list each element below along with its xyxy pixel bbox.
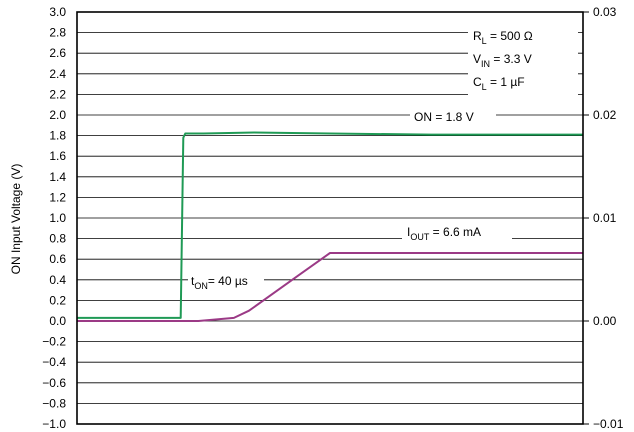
- series-line-output-current: [77, 252, 583, 322]
- y-tick-label: 0.0: [49, 314, 66, 328]
- y-axis-right: 0.03 0.02 0.01 0.00 −0.01: [583, 5, 624, 431]
- y-tick-label: 3.0: [49, 5, 66, 19]
- series-group: [77, 131, 583, 322]
- iout-label-background: [402, 220, 512, 244]
- conditions-label-background: [468, 20, 578, 96]
- y-tick-label: −0.6: [42, 376, 66, 390]
- y2-tick-label: −0.01: [593, 417, 624, 431]
- y-tick-label: 0.8: [49, 232, 66, 246]
- y-tick-label: 2.8: [49, 26, 66, 40]
- plot-frame: [76, 11, 584, 425]
- y-axis-title: ON Input Voltage (V): [9, 164, 23, 275]
- on-label-background: [410, 108, 496, 126]
- y2-tick-label: 0.01: [593, 211, 617, 225]
- y-tick-label: 1.4: [49, 170, 66, 184]
- series-line-on-voltage: [77, 131, 583, 319]
- y-tick-label: 1.0: [49, 211, 66, 225]
- annotation-load-resistance: RL = 500 Ω: [473, 29, 533, 46]
- y-tick-label: −1.0: [42, 417, 66, 431]
- y-tick-label: −0.2: [42, 335, 66, 349]
- y2-tick-label: 0.00: [593, 314, 617, 328]
- annotation-load-capacitance: CL = 1 µF: [473, 75, 525, 92]
- annotation-on-voltage: ON = 1.8 V: [414, 110, 474, 124]
- annotation-output-current: IOUT = 6.6 mA: [407, 225, 481, 242]
- y-tick-label: 2.4: [49, 67, 66, 81]
- y2-tick-label: 0.02: [593, 108, 617, 122]
- y-tick-label: 0.4: [49, 273, 66, 287]
- y-tick-label: 2.6: [49, 46, 66, 60]
- y-tick-label: 2.2: [49, 87, 66, 101]
- y-tick-label: 1.2: [49, 190, 66, 204]
- grid-lines: [77, 32, 583, 404]
- y-tick-label: 0.2: [49, 293, 66, 307]
- y-tick-label: −0.4: [42, 355, 66, 369]
- y-tick-label: 2.0: [49, 108, 66, 122]
- y-tick-label: 1.8: [49, 129, 66, 143]
- annotation-input-voltage: VIN = 3.3 V: [473, 52, 532, 69]
- y-tick-label: 0.6: [49, 252, 66, 266]
- annotation-turn-on-time: tON= 40 µs: [191, 274, 248, 291]
- ton-label-background: [188, 270, 264, 292]
- y-axis-left: 3.0 2.8 2.6 2.4 2.2 2.0 1.8 1.6 1.4 1.2 1.0 0.8 0.6 0…: [42, 5, 66, 431]
- y-tick-label: 1.6: [49, 149, 66, 163]
- y2-tick-label: 0.03: [593, 5, 617, 19]
- y-tick-label: −0.8: [42, 396, 66, 410]
